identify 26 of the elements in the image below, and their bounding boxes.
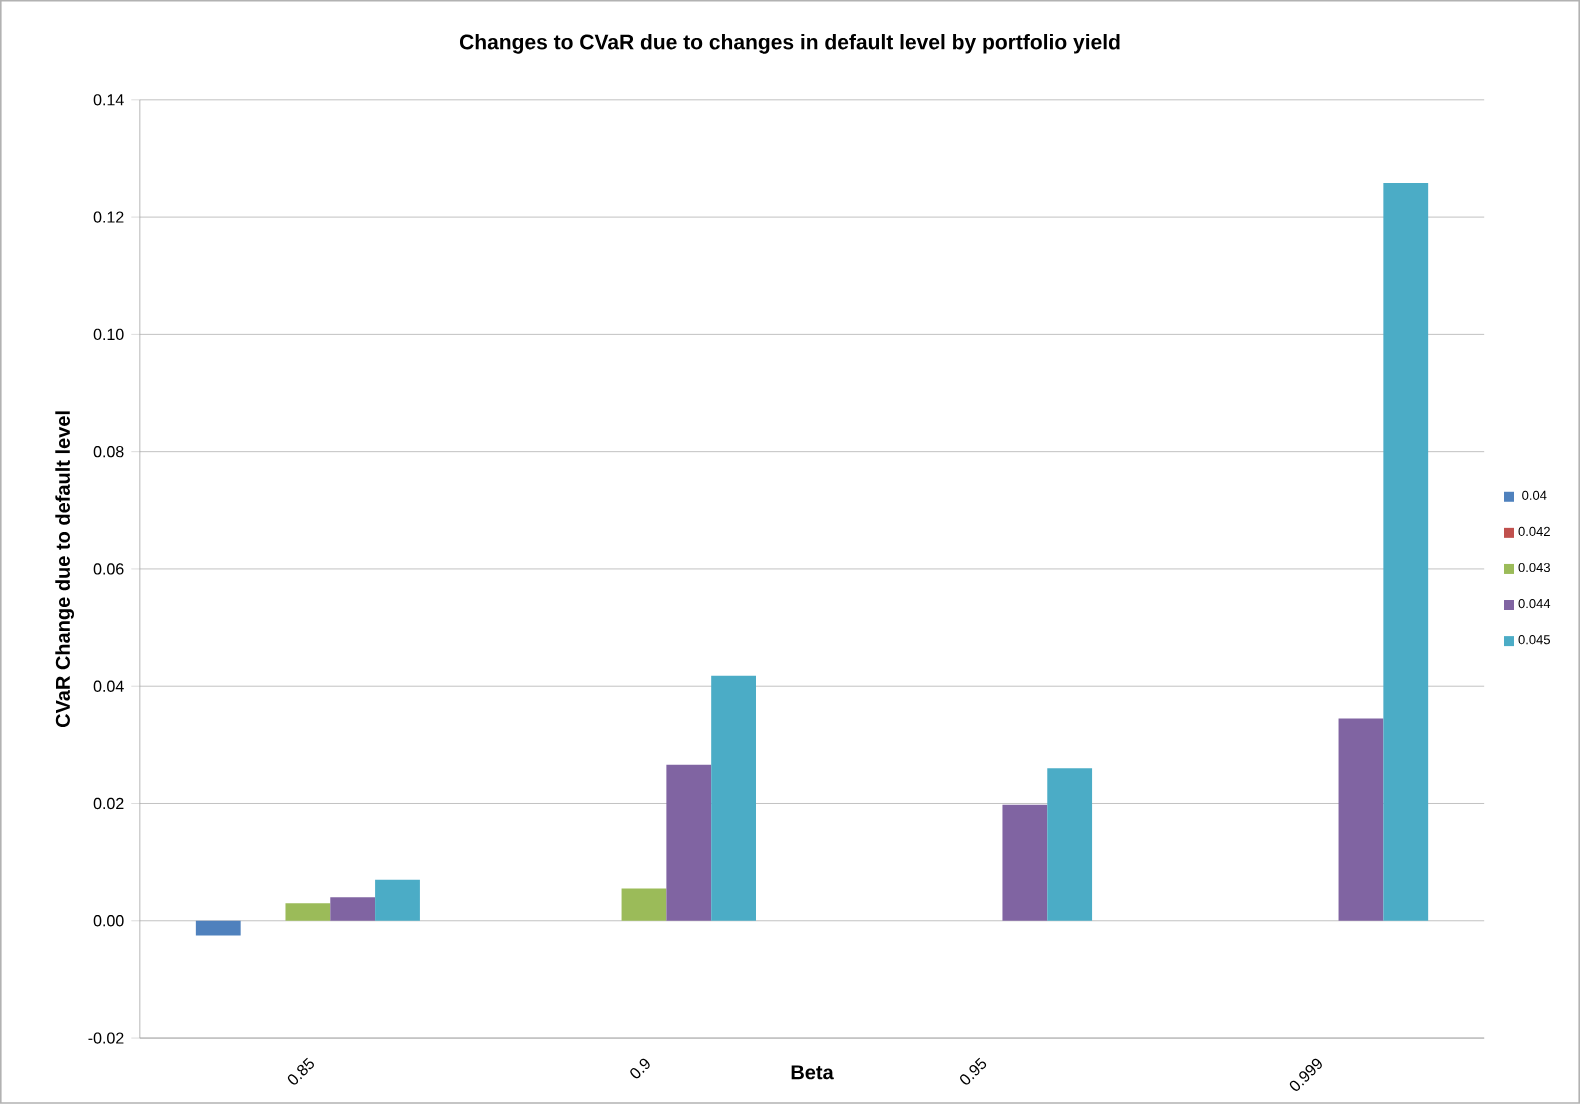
bar bbox=[195, 920, 241, 936]
bar bbox=[666, 764, 712, 921]
chart-title: Changes to CVaR due to changes in default level by portfolio yield bbox=[459, 34, 1120, 54]
y-tick-label: 0.12 bbox=[93, 211, 124, 223]
y-tick-label: 0.10 bbox=[93, 328, 124, 341]
y-tick-label: 0.04 bbox=[93, 680, 124, 692]
bar bbox=[1002, 804, 1048, 921]
y-axis-title: CVaR Change due to default level bbox=[55, 411, 75, 728]
bar bbox=[1338, 718, 1384, 921]
y-tick-label: 0.08 bbox=[93, 446, 124, 458]
bar bbox=[621, 888, 667, 921]
y-tick-label: 0.02 bbox=[93, 797, 124, 810]
y-tick-label: 0.06 bbox=[93, 563, 124, 575]
bar bbox=[285, 903, 331, 921]
bar bbox=[375, 879, 420, 921]
x-tick-label: 0.9 bbox=[630, 1058, 650, 1079]
y-tick-label: 0.00 bbox=[93, 915, 124, 927]
bar bbox=[1383, 183, 1429, 921]
x-axis-title: Beta bbox=[791, 1065, 834, 1080]
bar bbox=[330, 897, 376, 921]
bar bbox=[711, 675, 756, 921]
x-tick-label: 0.95 bbox=[960, 1057, 987, 1085]
x-tick-label: 0.85 bbox=[287, 1057, 314, 1085]
bar bbox=[1047, 768, 1093, 921]
y-tick-label: -0.02 bbox=[88, 1032, 124, 1044]
y-tick-label: 0.14 bbox=[93, 94, 124, 106]
